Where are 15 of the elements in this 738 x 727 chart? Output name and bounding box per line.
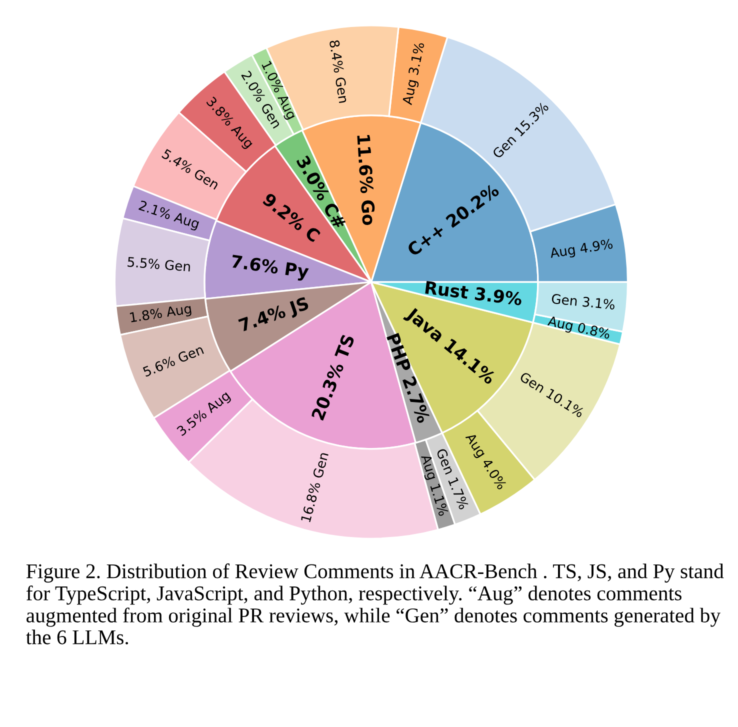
caption: Figure 2. Distribution of Review Comments in AACR-Bench . TS, JS, and Py stand for TypeScript, JavaScript, and Python, respectively. “Aug” denotes comments augmented from original PR reviews, while “Gen” denotes comments generated by the 6 LLMs. — [26, 563, 724, 644]
data-label: 2.1% Aug — [138, 200, 200, 232]
data-label: 11.6% Go — [356, 134, 376, 226]
data-label: 16.8% Gen — [300, 452, 329, 522]
data-label: 7.6% Py — [230, 254, 310, 282]
data-label: Aug 0.8% — [546, 316, 611, 342]
data-label: 7.4% JS — [238, 296, 310, 336]
data-label: Aug 4.9% — [549, 238, 614, 261]
data-label: Gen 3.1% — [551, 294, 616, 310]
data-label: Aug 3.1% — [402, 42, 427, 106]
data-label: 8.4% Gen — [329, 40, 349, 104]
data-label: 5.5% Gen — [128, 256, 190, 272]
data-label: Rust 3.9% — [425, 280, 522, 306]
data-label: 1.8% Aug — [130, 303, 192, 325]
data-label: 5.6% Gen — [142, 344, 204, 377]
